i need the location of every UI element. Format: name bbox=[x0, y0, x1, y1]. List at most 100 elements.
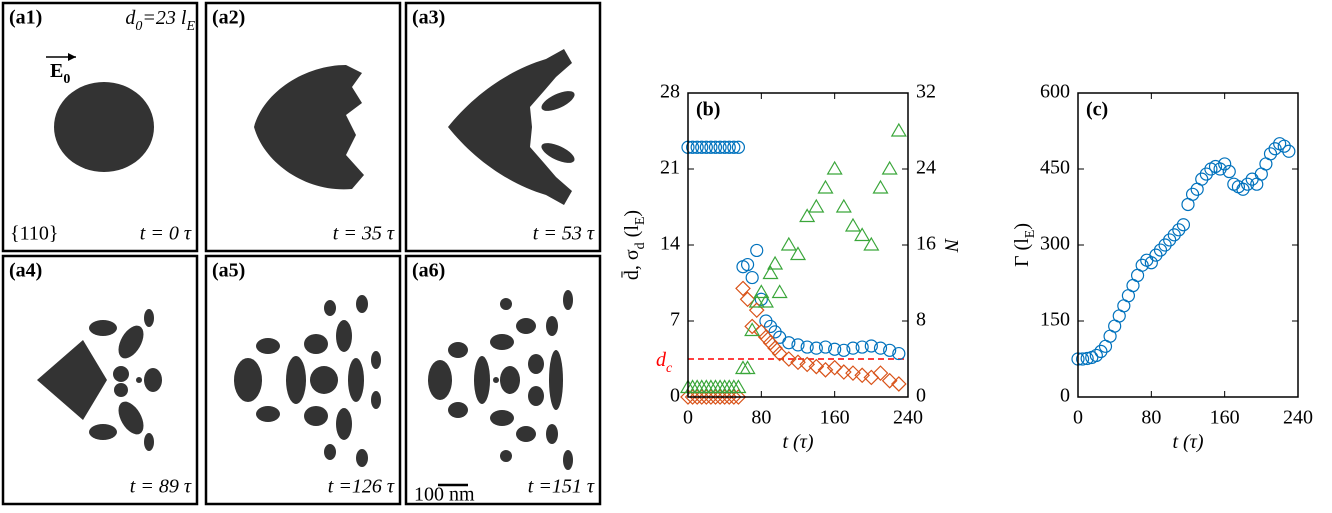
marker-circle bbox=[1141, 254, 1153, 266]
time-label: t = 89 τ bbox=[130, 476, 192, 498]
marker-triangle bbox=[764, 267, 778, 279]
field-label-part: E bbox=[50, 60, 63, 82]
y-tick-label: 300 bbox=[1040, 233, 1070, 255]
marker-circle bbox=[751, 244, 763, 256]
island bbox=[500, 298, 512, 310]
x-axis-label-part: t (τ) bbox=[1172, 431, 1203, 453]
island bbox=[144, 368, 162, 392]
y2-tick-label: 16 bbox=[916, 233, 936, 255]
y-tick-label: 7 bbox=[670, 309, 680, 331]
marker-triangle bbox=[874, 181, 888, 193]
marker-triangle bbox=[892, 124, 906, 136]
reference-label-part: c bbox=[666, 361, 673, 376]
marker-circle bbox=[1246, 173, 1258, 185]
island bbox=[348, 358, 364, 402]
island bbox=[256, 338, 280, 354]
y-tick-label: 0 bbox=[1060, 385, 1070, 407]
panel-label: (c) bbox=[1086, 99, 1108, 121]
y-tick-label: 14 bbox=[660, 233, 680, 255]
marker-triangle bbox=[736, 362, 750, 374]
island bbox=[549, 350, 563, 410]
island bbox=[286, 356, 306, 404]
y-axis-label-part: E bbox=[633, 217, 648, 226]
marker-circle bbox=[1177, 219, 1189, 231]
island bbox=[324, 444, 336, 460]
island bbox=[448, 342, 468, 358]
marker-triangle bbox=[864, 238, 878, 250]
panel-label: (a3) bbox=[412, 7, 445, 29]
island bbox=[256, 406, 280, 422]
marker-triangle bbox=[846, 219, 860, 231]
time-label: t = 53 τ bbox=[533, 223, 595, 245]
island bbox=[563, 450, 573, 470]
marker-circle bbox=[1283, 145, 1295, 157]
marker-circle bbox=[1228, 178, 1240, 190]
island bbox=[516, 426, 536, 442]
y-axis-label-part: ) bbox=[1011, 223, 1033, 230]
marker-circle bbox=[742, 259, 754, 271]
island bbox=[448, 402, 468, 418]
marker-triangle bbox=[837, 200, 851, 212]
panel-label: (a5) bbox=[212, 260, 245, 282]
image-panel bbox=[3, 3, 197, 251]
island bbox=[336, 320, 352, 352]
island bbox=[371, 351, 381, 369]
time-label: t =126 τ bbox=[328, 476, 395, 498]
y-tick-label: 21 bbox=[660, 157, 680, 179]
marker-circle bbox=[1173, 224, 1185, 236]
island bbox=[474, 356, 490, 404]
island bbox=[310, 366, 338, 394]
y-tick-label: 600 bbox=[1040, 81, 1070, 103]
marker-triangle bbox=[809, 200, 823, 212]
y-axis-label-part: d bbox=[633, 242, 648, 249]
island bbox=[304, 406, 328, 426]
marker-triangle bbox=[773, 286, 787, 298]
time-label: t = 0 τ bbox=[140, 223, 192, 245]
axes-frame bbox=[1078, 93, 1298, 397]
y-axis-label-part: d̄, σ bbox=[620, 249, 643, 280]
marker-circle bbox=[1168, 229, 1180, 241]
y-axis-label-part: (l bbox=[621, 225, 643, 243]
image-panel bbox=[406, 256, 600, 504]
island bbox=[563, 290, 573, 310]
marker-triangle bbox=[855, 229, 869, 241]
figure: (a1)t = 0 τ(a2)t = 35 τ(a3)t = 53 τ(a4)t… bbox=[0, 0, 1332, 508]
island bbox=[144, 309, 154, 327]
island bbox=[493, 377, 499, 383]
marker-diamond bbox=[837, 365, 851, 379]
x-axis-label: t (τ) bbox=[782, 431, 813, 453]
x-tick-label: 160 bbox=[1210, 407, 1240, 429]
island bbox=[304, 334, 328, 354]
island bbox=[356, 449, 368, 467]
island bbox=[356, 295, 368, 313]
x-tick-label: 240 bbox=[1283, 407, 1313, 429]
island bbox=[324, 300, 336, 316]
image-panel bbox=[406, 3, 600, 251]
page: {"panels": [ {"label": "(a1)", "time": "… bbox=[0, 0, 1332, 513]
marker-circle bbox=[1196, 173, 1208, 185]
marker-triangle bbox=[782, 238, 796, 250]
x-tick-label: 80 bbox=[751, 407, 771, 429]
island bbox=[371, 391, 381, 409]
scale-label: 100 nm bbox=[414, 484, 475, 506]
island bbox=[54, 82, 154, 172]
marker-triangle bbox=[828, 162, 842, 174]
marker-circle bbox=[1187, 188, 1199, 200]
island bbox=[516, 318, 536, 334]
y2-axis-label-part: N bbox=[940, 237, 962, 253]
panel-label: (a1) bbox=[9, 7, 42, 29]
y2-axis-label: N bbox=[940, 237, 962, 253]
y-tick-label: 28 bbox=[660, 81, 680, 103]
island bbox=[546, 424, 558, 444]
reference-label: dc bbox=[656, 349, 673, 376]
y2-tick-label: 8 bbox=[916, 309, 926, 331]
marker-triangle bbox=[791, 248, 805, 260]
marker-circle bbox=[1265, 148, 1277, 160]
time-label: t = 35 τ bbox=[333, 223, 395, 245]
island bbox=[336, 408, 352, 440]
y2-tick-label: 24 bbox=[916, 157, 936, 179]
marker-triangle bbox=[819, 181, 833, 193]
field-label-part: 0 bbox=[63, 72, 70, 87]
island bbox=[500, 366, 520, 394]
island bbox=[113, 366, 129, 382]
